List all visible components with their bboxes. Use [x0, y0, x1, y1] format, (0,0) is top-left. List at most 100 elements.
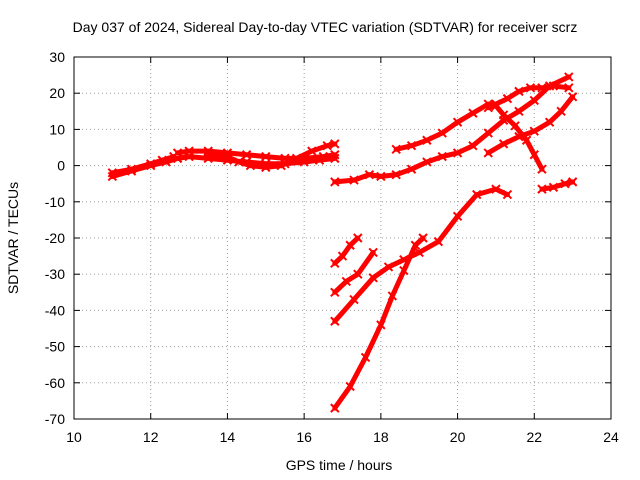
x-tick-label: 24: [603, 429, 619, 445]
data-point: [498, 110, 509, 120]
data-point: [172, 153, 183, 164]
data-point: [241, 150, 252, 160]
data-point: [330, 403, 340, 413]
y-axis-title: SDTVAR / TECUs: [5, 182, 21, 294]
data-point: [483, 102, 493, 113]
data-point: [376, 320, 386, 330]
data-point: [414, 247, 424, 258]
data-point: [406, 164, 417, 174]
data-point: [437, 128, 447, 138]
data-point: [353, 233, 363, 243]
data-point: [491, 99, 501, 109]
data-point: [161, 157, 171, 167]
data-point: [399, 265, 409, 276]
data-point: [529, 150, 539, 160]
data-point: [345, 381, 355, 392]
data-point: [525, 83, 536, 93]
data-point: [498, 139, 509, 149]
data-point: [126, 166, 137, 176]
data-point: [383, 262, 394, 272]
data-point: [276, 160, 286, 171]
data-point: [387, 291, 398, 301]
data-point: [514, 86, 524, 97]
data-point: [349, 175, 359, 185]
x-axis-title: GPS time / hours: [286, 457, 393, 473]
data-point: [353, 269, 363, 279]
data-point: [203, 150, 213, 160]
data-point: [544, 117, 555, 127]
series-line-arc-4: [175, 154, 338, 167]
y-tick-label: -60: [45, 375, 65, 391]
data-point: [234, 157, 244, 167]
data-point: [391, 144, 401, 155]
x-tick-label: 22: [526, 429, 542, 445]
data-point: [564, 83, 574, 93]
data-point: [330, 316, 340, 326]
x-tick-label: 10: [66, 429, 82, 445]
data-point: [360, 352, 371, 363]
series-line-arc-12: [332, 250, 376, 295]
series-line-arc-6: [332, 74, 572, 185]
data-point: [452, 148, 463, 158]
series-line-arc-10: [539, 179, 576, 192]
data-point: [330, 258, 340, 269]
x-tick-label: 14: [220, 429, 236, 445]
data-point: [567, 92, 578, 102]
data-point: [483, 128, 493, 138]
data-point: [330, 139, 340, 149]
data-point: [391, 169, 401, 180]
data-point: [322, 140, 332, 151]
x-tick-label: 18: [373, 429, 389, 445]
grid-lines: [74, 57, 611, 419]
data-point: [261, 162, 271, 173]
y-tick-label: 0: [57, 158, 65, 174]
data-point: [437, 151, 447, 162]
data-point: [222, 151, 233, 162]
y-tick-label: -10: [45, 194, 65, 210]
data-point: [184, 151, 194, 162]
data-point: [406, 140, 417, 151]
data-point: [422, 135, 432, 145]
data-point: [560, 178, 570, 189]
y-tick-label: 20: [49, 85, 65, 101]
data-point: [468, 140, 478, 151]
data-point: [422, 157, 432, 167]
data-point: [452, 211, 463, 221]
chart-title: Day 037 of 2024, Sidereal Day-to-day VTE…: [73, 19, 578, 35]
data-point: [299, 157, 309, 167]
data-point: [368, 247, 378, 258]
data-point: [468, 108, 478, 118]
data-point: [410, 240, 421, 250]
data-point: [330, 177, 340, 187]
data-point: [291, 153, 302, 164]
series-line-arc-5: [205, 141, 338, 170]
data-point: [146, 160, 156, 171]
data-point: [521, 135, 532, 145]
x-tick-label: 20: [450, 429, 466, 445]
data-point: [510, 121, 520, 131]
data-point: [364, 169, 375, 180]
data-point: [564, 72, 574, 82]
data-point: [567, 177, 578, 187]
data-point: [537, 83, 547, 93]
data-point: [491, 184, 501, 194]
y-tick-label: -30: [45, 266, 65, 282]
data-point: [548, 182, 559, 193]
x-tick-label: 12: [143, 429, 159, 445]
data-point: [514, 106, 524, 117]
axis-ticks: 10 12 14 16 18 20 22 24 -70 -60 -50 -40 -30 -20 -10 0 10…: [45, 49, 619, 445]
data-point: [537, 184, 547, 194]
data-point: [345, 240, 355, 250]
data-point: [483, 148, 493, 158]
data-point: [330, 153, 340, 164]
data-point: [330, 287, 340, 298]
y-tick-label: 30: [49, 49, 65, 65]
data-point: [418, 233, 428, 243]
data-point: [261, 151, 271, 162]
data-point: [107, 171, 118, 182]
data-point: [548, 81, 559, 91]
data-point: [472, 189, 482, 200]
data-point: [529, 95, 539, 106]
y-tick-label: -50: [45, 339, 65, 355]
